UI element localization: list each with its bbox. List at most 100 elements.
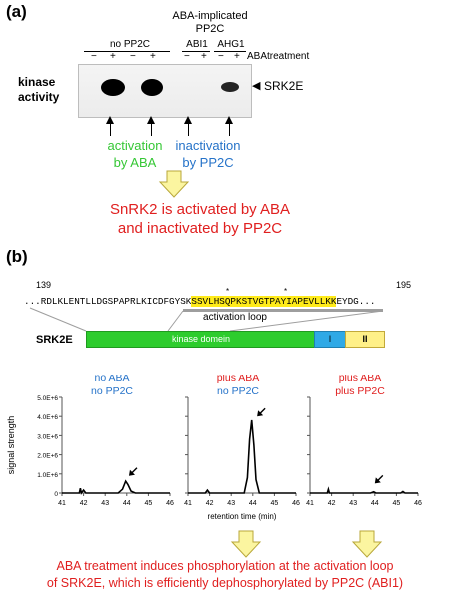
seq-end-number: 195 <box>396 280 412 290</box>
arrow-lane-8-stem <box>229 124 230 136</box>
inactivation-text: inactivation by PP2C <box>168 137 248 171</box>
x-tick-label: 41 <box>306 500 314 507</box>
x-tick-label: 45 <box>271 500 279 507</box>
panel-1-series-line <box>62 479 170 495</box>
pp2c-header-line1: ABA-implicated <box>172 10 248 22</box>
seq-prefix: ...RDLKLENTLLDGSPAPRLKICDFGYSK <box>24 296 192 307</box>
x-tick-label: 45 <box>393 500 401 507</box>
treatment-label: ABAtreatment <box>247 51 310 62</box>
domain-connector-lines <box>29 307 384 332</box>
panel-1-peak-arrow-head <box>128 469 135 476</box>
down-arrow-b2 <box>351 530 383 558</box>
kinase-activity-label: kinase activity <box>18 75 59 105</box>
down-arrow-b1 <box>230 530 262 558</box>
panel-2-peak-arrow-head <box>257 410 264 417</box>
group-abi1: ABI1 <box>186 39 208 50</box>
x-tick-label: 46 <box>292 500 300 507</box>
conclusion-b-line2: of SRK2E, which is efficiently dephospho… <box>46 576 404 590</box>
x-tick-label: 44 <box>371 500 379 507</box>
conclusion-a: SnRK2 is activated by ABA and inactivate… <box>0 200 400 238</box>
protein-sequence: ...RDLKLENTLLDGSPAPRLKICDFGYSKSSVLHSQPKS… <box>24 296 376 307</box>
lane-sign-6: + <box>201 51 207 62</box>
group-ahg1-bar <box>214 51 246 52</box>
x-tick-label: 46 <box>166 500 174 507</box>
group-no-pp2c-bar <box>84 51 170 52</box>
conclusion-b-line1: ABA treatment induces phosphorylation at… <box>56 559 394 573</box>
panel-3-peak-arrow-head <box>374 477 381 484</box>
panel-3-series-line <box>310 486 418 494</box>
protein-label: SRK2E <box>36 334 73 346</box>
conclusion-a-line2: and inactivated by PP2C <box>117 220 283 237</box>
lane-sign-2: + <box>110 51 116 62</box>
domain-I: I <box>314 331 346 348</box>
lane-sign-1: − <box>91 51 97 62</box>
band-label: SRK2E <box>264 79 304 93</box>
phospho-star-1: * <box>226 287 230 296</box>
conclusion-b: ABA treatment induces phosphorylation at… <box>0 558 450 592</box>
group-ahg1: AHG1 <box>217 39 245 50</box>
conclusion-a-line1: SnRK2 is activated by ABA <box>109 201 291 218</box>
activation-loop-bar <box>183 309 383 312</box>
panel-1-title-line1: no ABA <box>94 375 129 384</box>
x-tick-label: 43 <box>349 500 357 507</box>
y-tick-label: 3.0E+6 <box>37 433 58 440</box>
lane-sign-3: − <box>130 51 136 62</box>
seq-suffix: EYDG... <box>336 296 376 307</box>
x-tick-label: 41 <box>58 500 66 507</box>
x-tick-label: 43 <box>227 500 235 507</box>
y-tick-label: 5.0E+6 <box>37 395 58 402</box>
gel-blot <box>78 64 252 118</box>
x-tick-label: 42 <box>328 500 336 507</box>
arrow-lane-4-stem <box>151 124 152 136</box>
y-tick-label: 4.0E+6 <box>37 414 58 421</box>
panel-2-title-line2: no PP2C <box>217 385 259 397</box>
seq-activation-loop: SSVLHSQPKSTVGTPAYIAPEVLLKK <box>191 296 337 307</box>
arrow-lane-8 <box>225 116 233 124</box>
panel-3-title-line2: plus PP2C <box>335 385 385 397</box>
arrow-lane-2 <box>106 116 114 124</box>
kinase-line2: activity <box>18 90 60 104</box>
panel-3-title-line1: plus ABA <box>339 375 382 384</box>
group-no-pp2c: no PP2C <box>109 39 151 50</box>
domain-II: II <box>345 331 385 348</box>
arrow-lane-6-stem <box>188 124 189 136</box>
lane-sign-7: − <box>218 51 224 62</box>
x-tick-label: 44 <box>123 500 131 507</box>
activation-line2: by ABA <box>113 155 157 170</box>
arrow-lane-2-stem <box>110 124 111 136</box>
activation-line1: activation <box>107 138 163 153</box>
down-arrow-a <box>158 170 190 198</box>
x-tick-label: 42 <box>206 500 214 507</box>
x-tick-label: 41 <box>184 500 192 507</box>
band-lane-8 <box>221 82 239 92</box>
chromatogram-chart: signal strength 0 1.0E+6 2.0E+6 3.0E+6 4.0E+6… <box>6 375 422 521</box>
panel-b-label: (b) <box>6 247 28 266</box>
lane-sign-4: + <box>150 51 156 62</box>
group-abi1-bar <box>182 51 210 52</box>
seq-start-number: 139 <box>36 280 52 290</box>
x-tick-label: 46 <box>414 500 422 507</box>
pp2c-header-line2: PP2C <box>195 23 225 35</box>
phospho-star-2: * <box>284 287 288 296</box>
inactivation-line1: inactivation <box>175 138 241 153</box>
x-tick-label: 44 <box>249 500 257 507</box>
x-tick-label: 43 <box>101 500 109 507</box>
arrow-lane-6 <box>184 116 192 124</box>
activation-loop-label: activation loop <box>203 312 267 323</box>
lane-sign-5: − <box>184 51 190 62</box>
panel-1-title-line2: no PP2C <box>91 385 133 397</box>
y-axis-label: signal strength <box>6 416 16 475</box>
inactivation-line2: by PP2C <box>182 155 234 170</box>
band-marker: ◀ <box>252 80 261 92</box>
y-tick-label: 1.0E+6 <box>37 472 58 479</box>
kinase-line1: kinase <box>18 75 56 89</box>
panel-a-label: (a) <box>6 2 27 21</box>
arrow-lane-4 <box>147 116 155 124</box>
x-tick-label: 45 <box>145 500 153 507</box>
panel-2-series-line <box>188 419 296 494</box>
y-tick-label: 0 <box>54 491 58 498</box>
activation-text: activation by ABA <box>100 137 170 171</box>
band-lane-2 <box>101 79 125 96</box>
lane-sign-8: + <box>234 51 240 62</box>
y-tick-label: 2.0E+6 <box>37 453 58 460</box>
